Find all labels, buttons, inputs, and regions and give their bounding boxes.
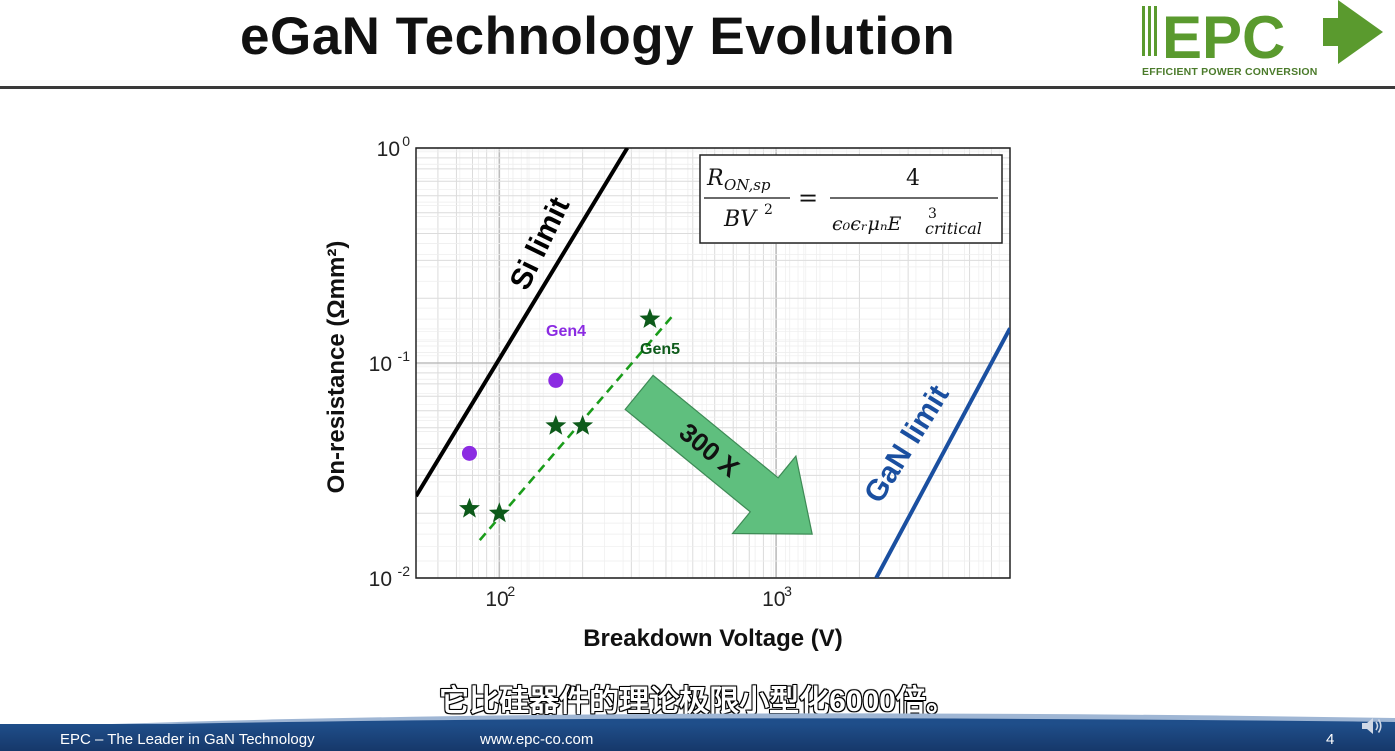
y-tick-exponent: -2 xyxy=(398,563,411,579)
formula-rhs-den-sub: critical xyxy=(925,219,982,238)
footer-tagline: EPC – The Leader in GaN Technology xyxy=(60,731,315,748)
limit-lines xyxy=(416,148,1010,578)
formula-rhs-den: ϵ₀ϵᵣμₙE xyxy=(832,213,902,235)
gen5-point xyxy=(459,497,480,518)
plot-frame xyxy=(415,147,1011,579)
y-tick-label: 10 xyxy=(369,353,392,376)
x-tick-exponent: 3 xyxy=(784,583,792,599)
formula-lhs-den-sup: 2 xyxy=(764,202,773,218)
slide-header: eGaN Technology Evolution xyxy=(0,0,1395,89)
gen5-trend-line xyxy=(478,312,676,541)
formula-box: R ON,sp BV 2 = 4 ϵ₀ϵᵣμₙE 3 critical xyxy=(699,154,1003,244)
y-tick-label: 10 xyxy=(377,138,400,161)
gen4-point xyxy=(461,445,477,461)
formula-lhs-den: BV xyxy=(723,207,758,232)
formula-rhs-num: 4 xyxy=(906,166,920,191)
page-number: 4 xyxy=(1326,731,1335,748)
si-limit-line xyxy=(416,148,630,498)
gen5-point xyxy=(639,308,661,328)
x-tick-label: 10 xyxy=(762,588,785,611)
y-tick-label: 10 xyxy=(369,568,392,591)
footer-bar xyxy=(0,724,1395,751)
x-tick-exponent: 2 xyxy=(507,583,515,599)
x-tick-label: 10 xyxy=(485,588,508,611)
header-divider xyxy=(0,86,1395,89)
y-axis-label: On-resistance (Ωmm²) xyxy=(323,241,350,494)
gen5-point xyxy=(572,414,594,435)
formula-equals: = xyxy=(798,184,818,212)
data-marks xyxy=(459,308,661,523)
gen5-point xyxy=(488,502,510,523)
logo-tagline: EFFICIENT POWER CONVERSION xyxy=(1142,66,1318,78)
formula-lhs-num-sub: ON,sp xyxy=(724,176,771,194)
improvement-arrow: 300 X xyxy=(624,374,813,535)
arrow-body xyxy=(624,374,813,535)
formula-rhs-den-sup: 3 xyxy=(928,206,937,222)
speaker-icon[interactable] xyxy=(1360,714,1386,738)
gan-limit-line xyxy=(874,327,1010,578)
formula-lhs-num: R xyxy=(706,166,724,191)
video-subtitle: 它比硅器件的理论极限小型化6000倍。 xyxy=(438,684,956,719)
arrow-shape: 300 X xyxy=(624,374,813,535)
gen5-point xyxy=(545,414,567,435)
logo-text: EPC xyxy=(1162,4,1285,71)
gen4-point xyxy=(548,372,564,388)
footer-website: www.epc-co.com xyxy=(480,731,594,748)
x-axis-label: Breakdown Voltage (V) xyxy=(583,625,843,652)
epc-logo: EPC xyxy=(1142,0,1383,71)
y-tick-exponent: -1 xyxy=(398,348,411,364)
gen4-label: Gen4 xyxy=(546,323,586,340)
slide-title: eGaN Technology Evolution xyxy=(240,7,956,66)
gen5-label: Gen5 xyxy=(640,341,680,358)
y-tick-exponent: 0 xyxy=(402,133,410,149)
